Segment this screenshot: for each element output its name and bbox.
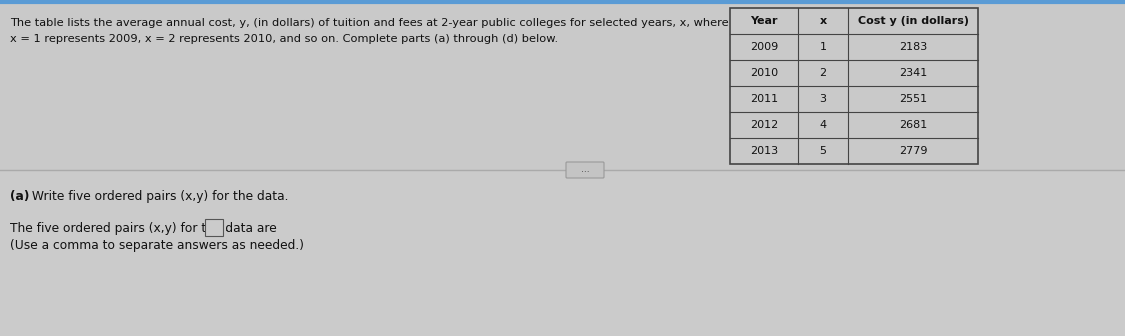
Bar <box>0 0 1125 170</box>
Text: x = 1 represents 2009, x = 2 represents 2010, and so on. Complete parts (a) thro: x = 1 represents 2009, x = 2 represents … <box>10 34 558 44</box>
Text: 2010: 2010 <box>750 68 778 78</box>
Text: 2012: 2012 <box>750 120 778 130</box>
Text: 4: 4 <box>819 120 827 130</box>
Text: 2779: 2779 <box>899 146 927 156</box>
Text: (Use a comma to separate answers as needed.): (Use a comma to separate answers as need… <box>10 239 304 252</box>
Text: 2183: 2183 <box>899 42 927 52</box>
Text: Year: Year <box>750 16 777 26</box>
Text: 5: 5 <box>819 146 827 156</box>
Text: ...: ... <box>580 166 590 174</box>
Text: 1: 1 <box>819 42 827 52</box>
Text: 2341: 2341 <box>899 68 927 78</box>
Text: 2: 2 <box>819 68 827 78</box>
Text: 3: 3 <box>819 94 827 104</box>
Text: 2551: 2551 <box>899 94 927 104</box>
Text: The table lists the average annual cost, y, (in dollars) of tuition and fees at : The table lists the average annual cost,… <box>10 18 729 28</box>
Text: (a): (a) <box>10 190 29 203</box>
Text: x: x <box>819 16 827 26</box>
Bar <box>0 170 1125 336</box>
Text: Write five ordered pairs (x,y) for the data.: Write five ordered pairs (x,y) for the d… <box>28 190 288 203</box>
Text: 2681: 2681 <box>899 120 927 130</box>
Text: The five ordered pairs (x,y) for the data are: The five ordered pairs (x,y) for the dat… <box>10 222 277 235</box>
Bar <box>730 8 978 164</box>
Text: .: . <box>225 221 229 234</box>
FancyBboxPatch shape <box>566 162 604 178</box>
Text: Cost y (in dollars): Cost y (in dollars) <box>857 16 969 26</box>
Text: 2009: 2009 <box>750 42 778 52</box>
Text: 2013: 2013 <box>750 146 778 156</box>
Bar <box>205 219 223 236</box>
Text: 2011: 2011 <box>750 94 778 104</box>
